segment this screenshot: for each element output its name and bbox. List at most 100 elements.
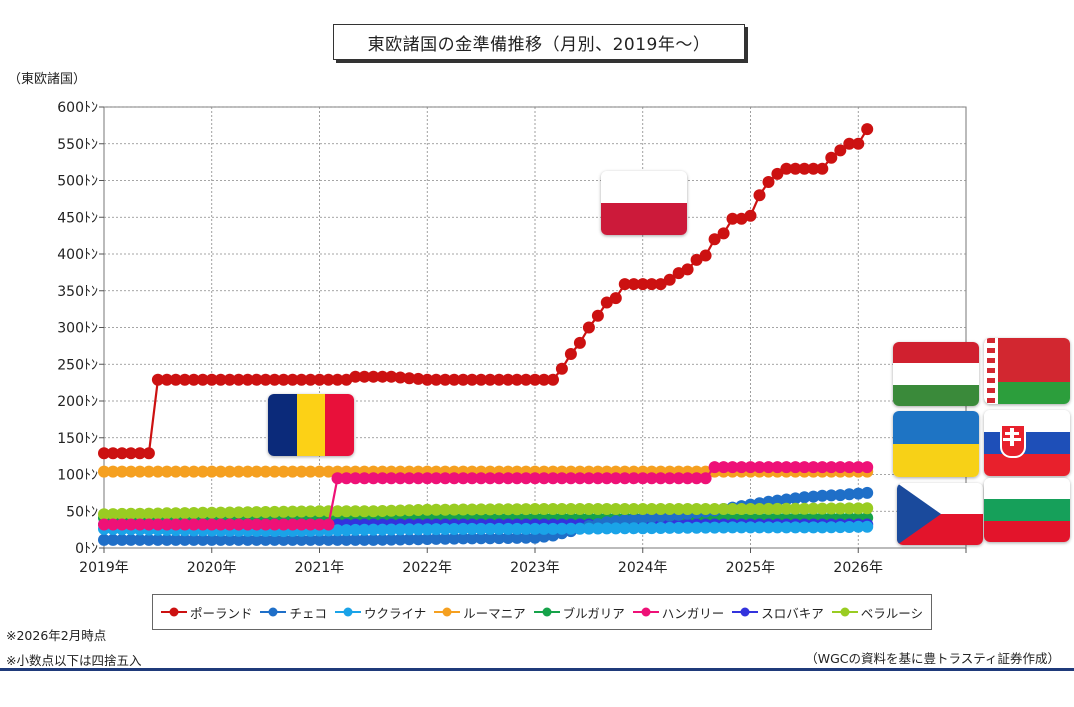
data-point-czech: [618, 514, 631, 527]
footer-divider: [0, 668, 1074, 671]
data-point-belarus: [744, 503, 757, 515]
data-point-poland: [385, 370, 398, 383]
data-point-hungary: [807, 461, 820, 474]
data-point-ukraine: [439, 523, 452, 535]
data-point-poland: [448, 373, 461, 386]
legend-item-romania: ルーマニア: [434, 603, 526, 622]
data-point-hungary: [502, 472, 515, 485]
data-point-belarus: [268, 505, 281, 518]
data-point-romania: [133, 465, 146, 478]
data-point-czech: [798, 491, 811, 504]
slovakia-flag-icon: [984, 410, 1070, 476]
poland-flag-icon: [601, 171, 687, 235]
data-point-ukraine: [430, 523, 443, 536]
data-point-czech: [645, 511, 658, 524]
data-point-belarus: [295, 505, 308, 518]
data-point-ukraine: [394, 523, 407, 536]
data-point-belarus: [421, 503, 434, 516]
data-point-poland: [187, 373, 200, 386]
data-point-hungary: [277, 518, 290, 531]
data-point-poland: [107, 447, 119, 460]
data-point-hungary: [205, 518, 218, 531]
hungary-flag-icon: [893, 342, 979, 406]
legend-item-bulgaria: ブルガリア: [533, 603, 625, 622]
data-point-belarus: [690, 503, 703, 515]
data-point-czech: [394, 533, 407, 546]
legend-label-slovakia: スロバキア: [761, 605, 824, 621]
data-point-belarus: [151, 507, 164, 520]
data-point-czech: [259, 533, 272, 546]
note-date: ※2026年2月時点: [6, 628, 107, 643]
data-point-czech: [376, 533, 389, 546]
data-point-hungary: [116, 518, 128, 531]
data-point-poland: [717, 227, 730, 240]
data-point-czech: [529, 531, 541, 544]
data-point-poland: [852, 137, 865, 150]
legend-swatch-bulgaria: [533, 607, 560, 617]
data-point-hungary: [367, 472, 380, 485]
data-point-poland: [116, 447, 128, 460]
data-point-poland: [591, 309, 604, 322]
data-point-czech: [124, 533, 137, 546]
data-point-poland: [789, 162, 802, 175]
data-point-czech: [178, 533, 191, 546]
data-point-belarus: [160, 507, 173, 520]
data-point-hungary: [376, 472, 389, 485]
data-point-poland: [502, 373, 515, 386]
data-point-belarus: [304, 505, 317, 518]
data-point-ukraine: [789, 521, 802, 534]
data-point-hungary: [439, 472, 452, 485]
data-point-ukraine: [825, 521, 838, 534]
data-point-czech: [457, 532, 470, 545]
data-point-poland: [484, 373, 497, 386]
data-point-belarus: [529, 503, 541, 515]
data-point-belarus: [313, 505, 326, 518]
data-point-ukraine: [663, 521, 676, 534]
data-point-romania: [304, 465, 317, 478]
y-tick-label: 400ﾄﾝ: [57, 247, 98, 263]
chart-legend: ポーランド チェコ ウクライナ ルーマニア ブルガリア ハンガリー スロバキア ベラルーシ: [152, 594, 932, 630]
data-point-belarus: [196, 506, 209, 519]
data-point-hungary: [690, 472, 703, 485]
data-point-hungary: [484, 472, 497, 485]
data-point-romania: [142, 465, 155, 478]
data-point-hungary: [726, 461, 739, 474]
data-point-hungary: [466, 472, 479, 485]
data-point-ukraine: [331, 524, 344, 537]
data-point-hungary: [160, 518, 173, 531]
data-point-belarus: [645, 503, 658, 515]
data-point-belarus: [636, 503, 649, 515]
data-point-hungary: [538, 472, 550, 485]
data-point-romania: [187, 465, 200, 478]
data-point-romania: [205, 465, 218, 478]
data-point-poland: [834, 144, 847, 157]
legend-item-hungary: ハンガリー: [632, 603, 724, 622]
data-point-belarus: [717, 503, 730, 515]
data-point-hungary: [816, 461, 829, 474]
data-point-belarus: [735, 503, 748, 515]
data-point-czech: [295, 533, 308, 546]
data-point-hungary: [582, 472, 595, 485]
y-tick-label: 100ﾄﾝ: [57, 468, 98, 484]
data-point-belarus: [107, 508, 119, 521]
data-point-hungary: [313, 518, 326, 531]
data-point-hungary: [861, 461, 874, 474]
data-point-belarus: [385, 504, 398, 517]
data-point-ukraine: [385, 523, 398, 536]
data-point-hungary: [457, 472, 470, 485]
x-tick-label: 2020年: [187, 560, 237, 576]
data-point-ukraine: [645, 522, 658, 535]
data-point-hungary: [825, 461, 838, 474]
data-point-hungary: [412, 472, 425, 485]
data-point-poland: [573, 336, 586, 349]
data-point-belarus: [403, 504, 416, 517]
data-point-poland: [807, 162, 820, 175]
data-point-hungary: [268, 518, 281, 531]
y-tick-label: 250ﾄﾝ: [57, 357, 98, 373]
x-tick-label: 2022年: [402, 560, 452, 576]
data-point-ukraine: [457, 522, 470, 535]
data-point-belarus: [852, 502, 865, 515]
data-point-belarus: [547, 503, 559, 515]
data-point-czech: [223, 533, 236, 546]
data-point-belarus: [771, 502, 784, 515]
